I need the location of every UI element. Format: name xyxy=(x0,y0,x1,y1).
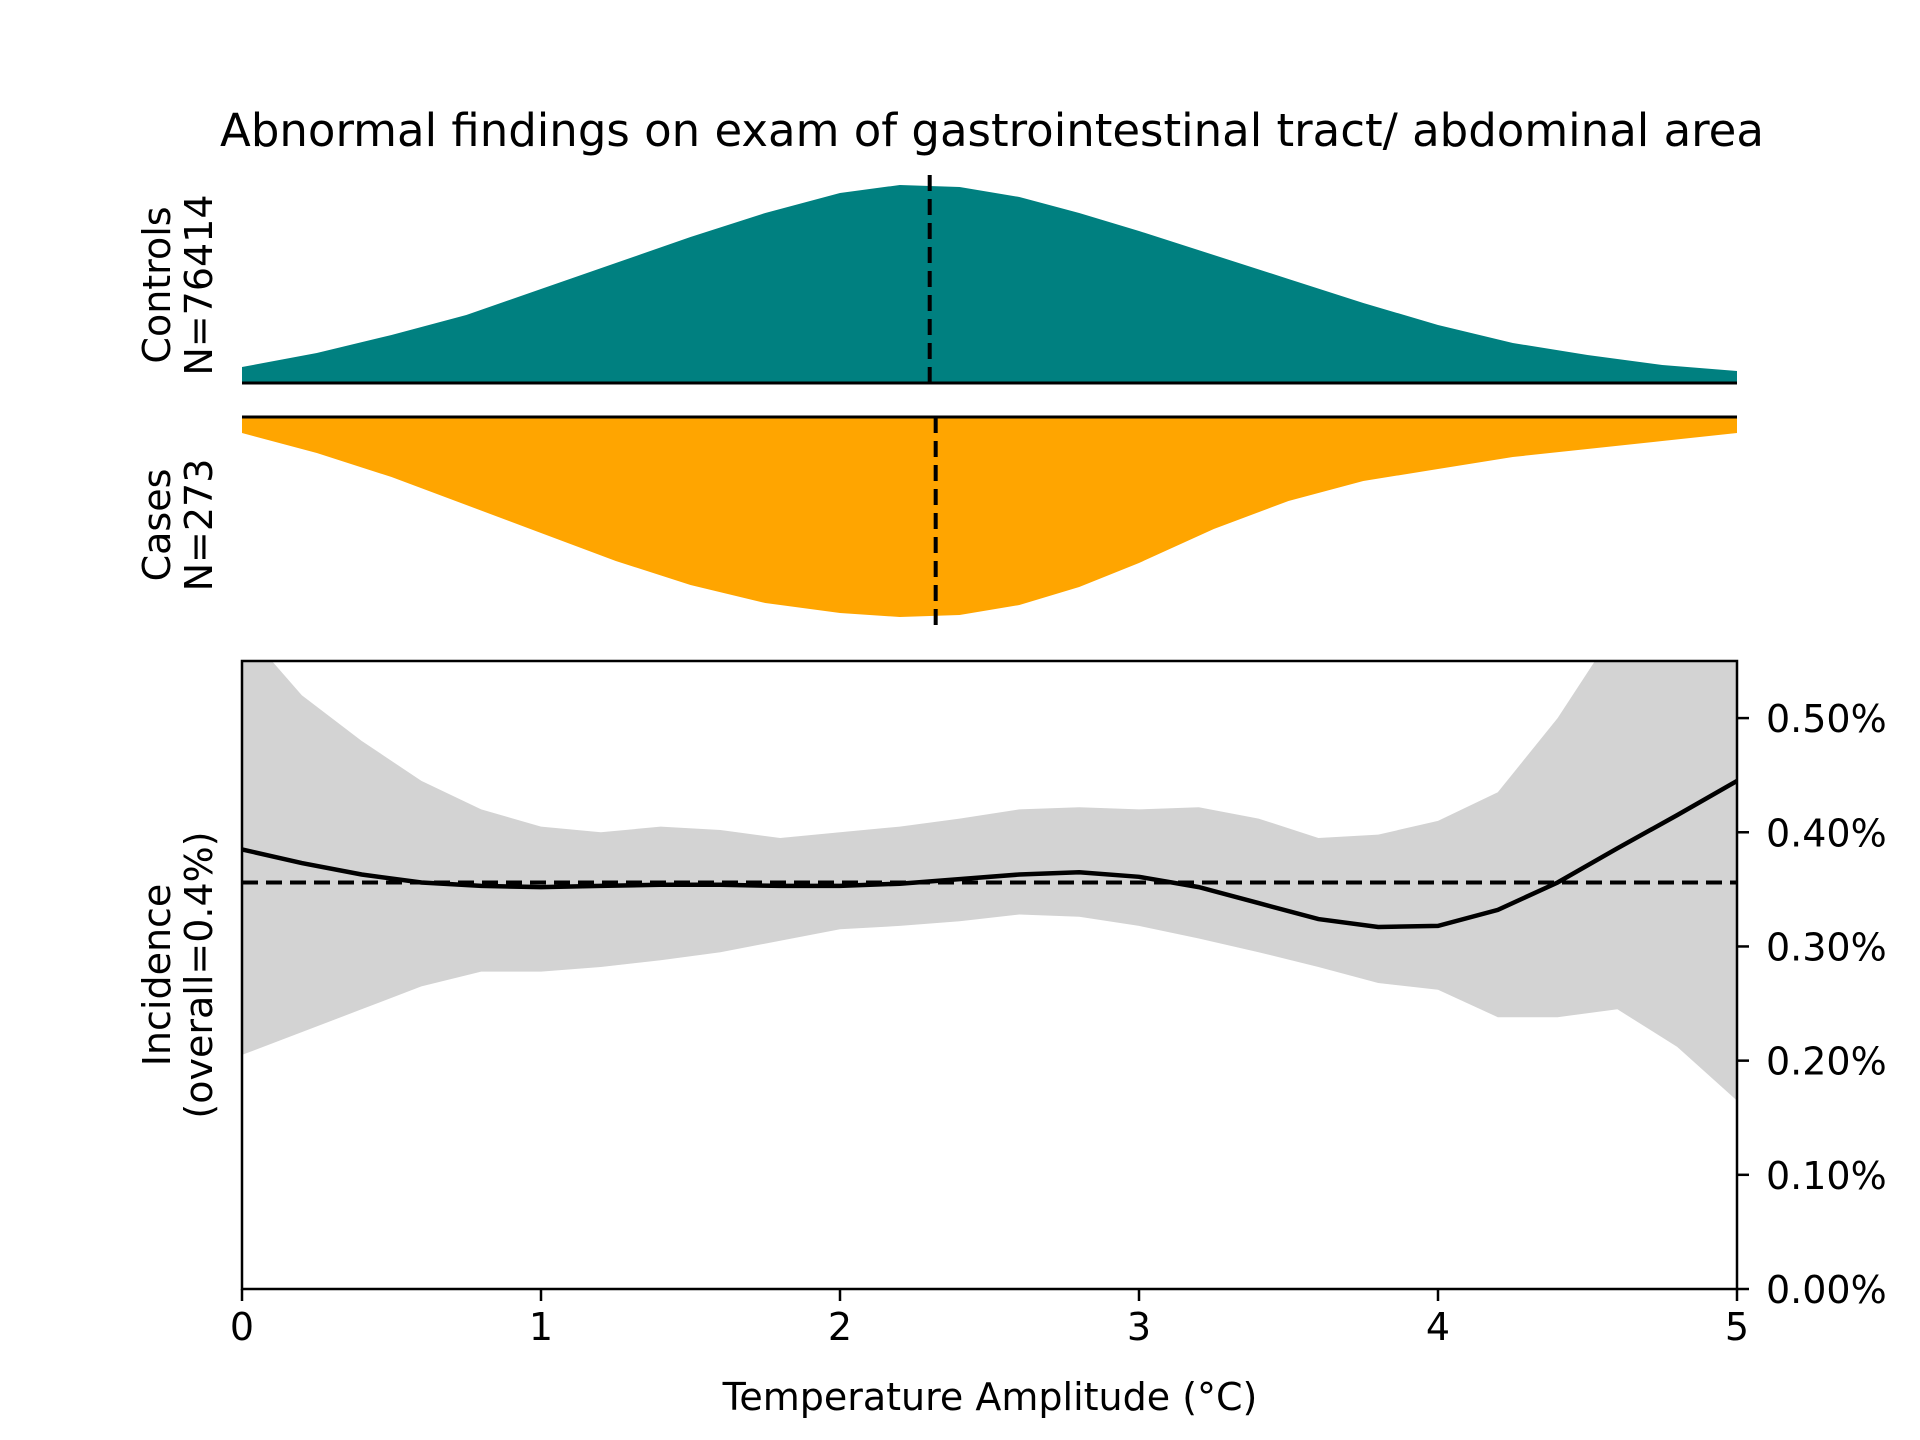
y-tick-label: 0.20% xyxy=(1766,1040,1887,1084)
y-tick-label: 0.40% xyxy=(1766,811,1887,855)
x-axis-label: Temperature Amplitude (°C) xyxy=(722,1375,1258,1419)
cases-count-label: N=273 xyxy=(177,459,221,592)
y-axis-label: Incidence xyxy=(135,884,179,1067)
controls-density-area xyxy=(242,185,1737,383)
confidence-band xyxy=(242,661,1737,1101)
cases-density-area xyxy=(242,417,1737,617)
incidence-curve xyxy=(242,778,1737,930)
y-tick-label: 0.10% xyxy=(1766,1154,1887,1198)
x-tick-label: 4 xyxy=(1426,1305,1450,1349)
cases-ylabel: Cases xyxy=(135,469,179,582)
y-axis-ticks: 0.00% 0.10% 0.20% 0.30% 0.40% 0.50% xyxy=(1737,697,1887,1312)
controls-panel: Controls N=76414 xyxy=(135,175,1737,385)
chart-title: Abnormal findings on exam of gastrointes… xyxy=(220,104,1764,157)
y-tick-label: 0.30% xyxy=(1766,925,1887,969)
y-tick-label: 0.00% xyxy=(1766,1268,1887,1312)
controls-count-label: N=76414 xyxy=(177,194,221,375)
y-tick-label: 0.50% xyxy=(1766,697,1887,741)
cases-panel: Cases N=273 xyxy=(135,415,1737,626)
x-tick-label: 1 xyxy=(529,1305,553,1349)
x-axis-ticks: 0 1 2 3 4 5 xyxy=(230,1289,1749,1349)
y-axis-label-overall: (overall=0.4%) xyxy=(177,831,221,1118)
incidence-plot-frame xyxy=(240,659,1739,1291)
x-tick-label: 0 xyxy=(230,1305,254,1349)
x-tick-label: 2 xyxy=(828,1305,852,1349)
controls-ylabel: Controls xyxy=(135,206,179,363)
x-tick-label: 3 xyxy=(1127,1305,1151,1349)
incidence-panel: 0 1 2 3 4 5 0.00% 0.10% 0.20% 0.30% 0.40% 0.50% Te… xyxy=(135,659,1887,1419)
x-tick-label: 5 xyxy=(1725,1305,1749,1349)
